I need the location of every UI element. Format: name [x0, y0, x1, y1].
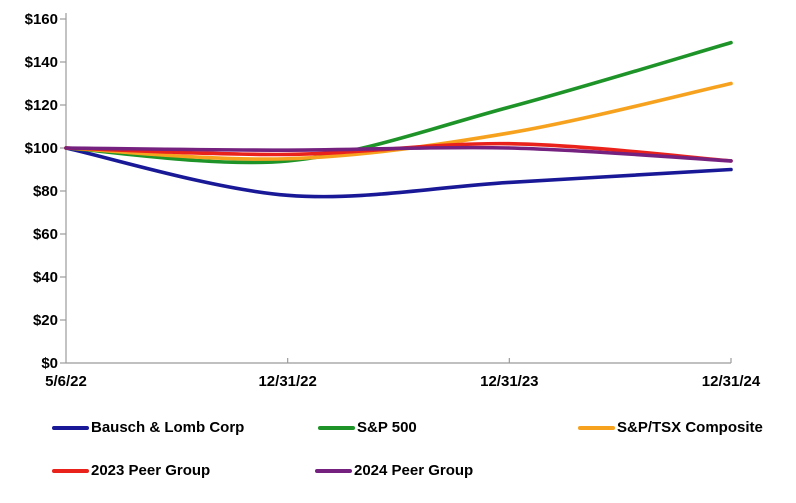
legend-item-2: S&P/TSX Composite	[578, 419, 763, 437]
legend-swatch-icon	[52, 469, 89, 473]
y-tick-label: $0	[41, 355, 58, 372]
chart-legend: Bausch & Lomb Corp S&P 500 S&P/TSX Composi…	[0, 400, 796, 503]
legend-label: 2023 Peer Group	[91, 462, 211, 479]
y-tick-label: $80	[33, 183, 58, 200]
y-tick-label: $120	[25, 97, 58, 114]
legend-swatch-icon	[318, 426, 355, 430]
legend-label: Bausch & Lomb Corp	[91, 419, 245, 436]
legend-swatch-icon	[578, 426, 615, 430]
legend-item-0: Bausch & Lomb Corp	[52, 419, 244, 437]
legend-label: S&P/TSX Composite	[617, 419, 763, 436]
legend-item-4: 2024 Peer Group	[315, 462, 473, 480]
legend-swatch-icon	[52, 426, 89, 430]
legend-swatch-icon	[315, 469, 352, 473]
chart-svg: $0 $20 $40 $60 $80 $100 $120 $140 $160 5/6/22 12/3…	[25, 11, 761, 390]
legend-label: 2024 Peer Group	[354, 462, 474, 479]
x-tick-label: 12/31/23	[480, 373, 538, 390]
y-tick-label: $160	[25, 11, 58, 28]
series-line-1	[64, 40, 733, 165]
x-tick-label: 5/6/22	[45, 373, 87, 390]
x-tick-label: 12/31/24	[702, 373, 761, 390]
series-line-4	[64, 145, 733, 163]
x-tick-label: 12/31/22	[258, 373, 316, 390]
series-line-0	[64, 146, 733, 199]
y-tick-label: $40	[33, 269, 58, 286]
y-tick-label: $100	[25, 140, 58, 157]
legend-item-1: S&P 500	[318, 419, 417, 437]
y-tick-label: $60	[33, 226, 58, 243]
legend-label: S&P 500	[357, 419, 417, 436]
y-tick-label: $140	[25, 54, 58, 71]
legend-item-3: 2023 Peer Group	[52, 462, 210, 480]
y-tick-label: $20	[33, 312, 58, 329]
